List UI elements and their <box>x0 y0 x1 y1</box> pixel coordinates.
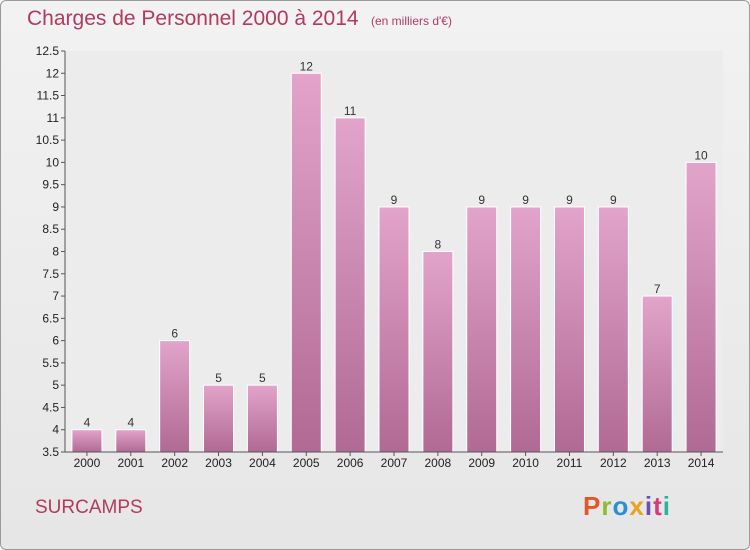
commune-name: SURCAMPS <box>35 497 143 518</box>
bar-2010 <box>510 206 542 453</box>
bar-2013 <box>641 295 673 453</box>
y-tick-label: 10.5 <box>36 133 60 147</box>
bar-2008 <box>422 251 454 453</box>
bar-2011 <box>553 206 585 453</box>
y-tick-label: 4.5 <box>42 400 59 414</box>
logo-letter: i <box>644 491 654 521</box>
x-tick-label-2005: 2005 <box>293 456 320 470</box>
x-tick-label-2001: 2001 <box>117 456 144 470</box>
y-axis: 3.5 4 4.5 5 5.5 6 6.5 7 7.5 8 8.5 9 9.5 10 10.5 11 11.5 1… <box>36 44 66 459</box>
data-label-2009: 9 <box>478 193 485 207</box>
x-tick-label-2010: 2010 <box>512 456 539 470</box>
y-tick-label: 5 <box>52 378 59 392</box>
bar-2000 <box>71 429 103 453</box>
y-tick-label: 12.5 <box>36 44 60 58</box>
data-label-2003: 5 <box>215 371 222 385</box>
x-tick-label-2011: 2011 <box>557 456 583 470</box>
bar-2012 <box>597 206 629 453</box>
chart-title: Charges de Personnel 2000 à 2014 <box>27 7 359 30</box>
bar-2006 <box>334 117 366 453</box>
logo-letter: x <box>629 491 645 521</box>
logo-letter: o <box>612 491 630 521</box>
y-tick-label: 12 <box>46 66 60 80</box>
bar-2002 <box>159 340 191 453</box>
y-tick-label: 7 <box>52 289 59 303</box>
y-tick-label: 4 <box>52 423 59 437</box>
y-tick-label: 8.5 <box>42 222 59 236</box>
data-label-2010: 9 <box>522 193 529 207</box>
y-tick-label: 10 <box>46 155 60 169</box>
data-label-2007: 9 <box>391 193 398 207</box>
bar-2009 <box>466 206 498 453</box>
data-label-2012: 9 <box>610 193 617 207</box>
data-label-2013: 7 <box>654 282 661 296</box>
bar-2007 <box>378 206 410 453</box>
x-tick-label-2003: 2003 <box>205 456 232 470</box>
logo-letter: P <box>583 491 602 521</box>
x-tick-label-2009: 2009 <box>468 456 495 470</box>
y-tick-label: 11 <box>47 111 60 125</box>
data-label-2002: 6 <box>171 327 178 341</box>
y-tick-label: 5.5 <box>42 356 59 370</box>
y-tick-label: 11.5 <box>37 89 60 103</box>
x-tick-label-2014: 2014 <box>688 456 715 470</box>
x-tick-label-2013: 2013 <box>644 456 671 470</box>
y-tick-label: 8 <box>52 245 59 259</box>
data-label-2011: 9 <box>566 193 573 207</box>
x-tick-label-2008: 2008 <box>425 456 452 470</box>
y-tick-label: 6.5 <box>42 311 59 325</box>
bar-2014 <box>685 161 717 453</box>
bars <box>71 72 717 453</box>
y-tick-label: 6 <box>52 334 59 348</box>
x-tick-label-2012: 2012 <box>600 456 627 470</box>
chart-subtitle: (en milliers d'€) <box>371 14 452 28</box>
data-label-2006: 11 <box>344 104 357 118</box>
bar-2001 <box>115 429 147 453</box>
logo-letter: r <box>601 491 613 521</box>
x-tick-label-2004: 2004 <box>249 456 276 470</box>
y-tick-label: 9.5 <box>42 178 59 192</box>
y-tick-label: 7.5 <box>42 267 59 281</box>
data-label-2000: 4 <box>84 416 91 430</box>
x-tick-label-2007: 2007 <box>381 456 408 470</box>
x-tick-label-2002: 2002 <box>161 456 188 470</box>
data-label-2014: 10 <box>694 148 708 162</box>
y-tick-label: 9 <box>52 200 59 214</box>
bar-2004 <box>246 384 278 453</box>
bar-2003 <box>203 384 235 453</box>
data-label-2001: 4 <box>127 416 134 430</box>
bar-2005 <box>290 72 322 453</box>
x-tick-label-2006: 2006 <box>337 456 364 470</box>
y-tick-label: 3.5 <box>42 445 59 459</box>
x-axis: 2000 2001 2002 2003 2004 2005 2006 2007 2008 2009… <box>65 451 723 470</box>
logo-letter: i <box>662 491 671 521</box>
data-label-2005: 12 <box>300 59 314 73</box>
data-labels: 4 4 6 5 5 12 11 9 8 9 9 9 9 7 10 <box>84 59 708 429</box>
x-tick-label-2000: 2000 <box>74 456 101 470</box>
data-label-2004: 5 <box>259 371 266 385</box>
data-label-2008: 8 <box>435 238 442 252</box>
proxiti-logo: Proxiti <box>583 491 671 522</box>
logo-letter: t <box>653 491 663 521</box>
